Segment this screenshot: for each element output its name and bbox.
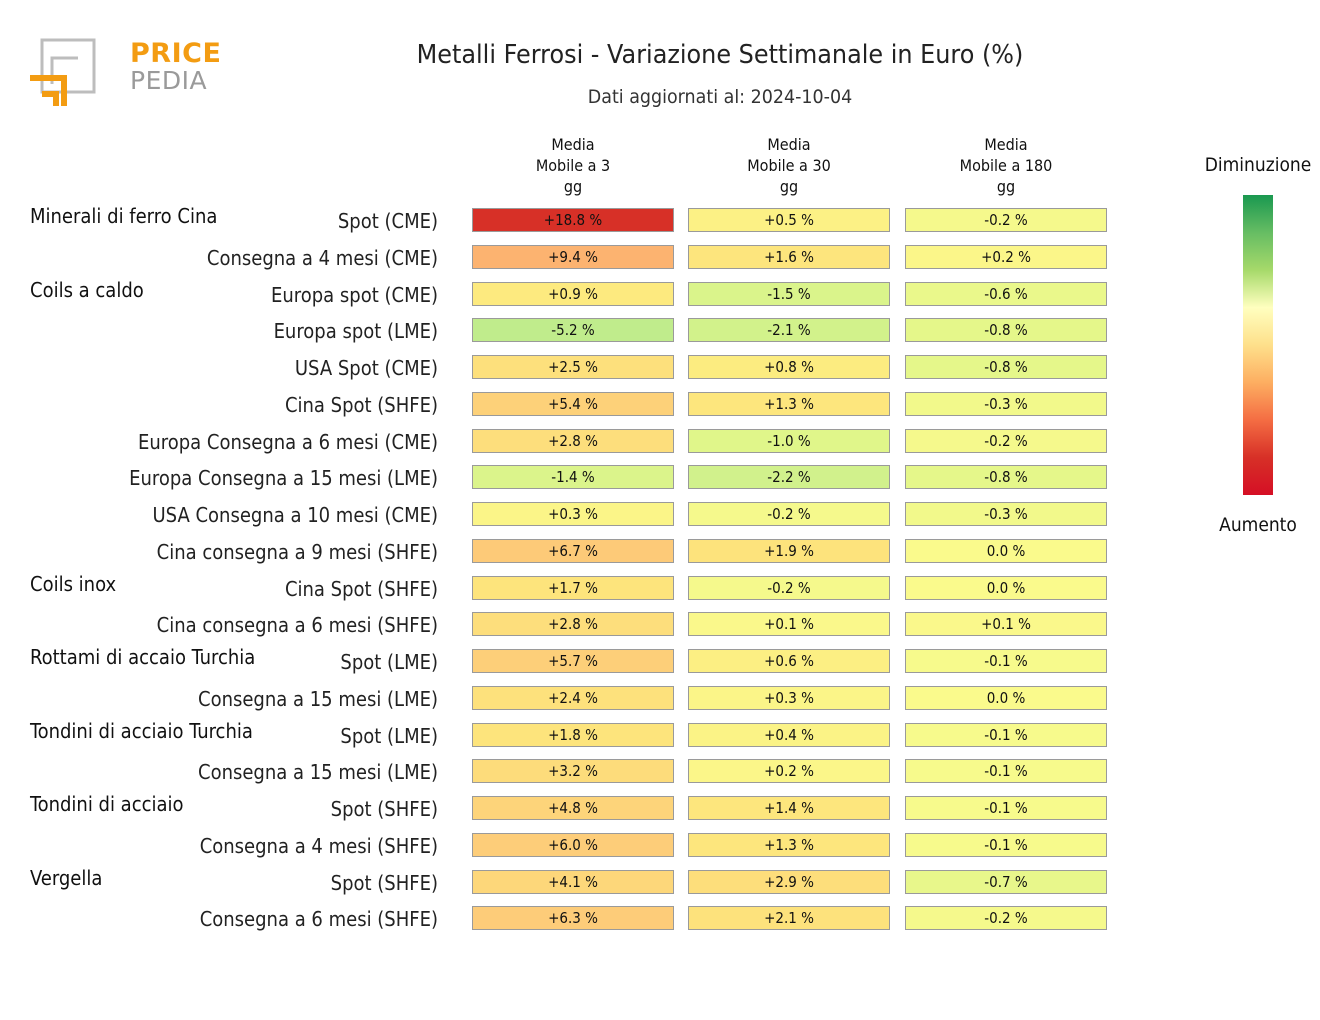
row-label: Consegna a 15 mesi (LME) (198, 686, 438, 711)
group-label: Tondini di acciaio (30, 792, 184, 816)
heatmap-cell: +0.8 % (688, 355, 890, 379)
heatmap-cell: +0.5 % (688, 208, 890, 232)
row-label: Europa Consegna a 6 mesi (CME) (138, 429, 438, 454)
group-label: Vergella (30, 865, 103, 890)
column-header: Media Mobile a 30 gg (747, 135, 831, 196)
heatmap-cell: 0.0 % (905, 538, 1107, 563)
heatmap-cell: +9.4 % (472, 244, 674, 269)
heatmap-cell: -1.0 % (688, 428, 890, 453)
heatmap-cell: +2.8 % (472, 612, 674, 637)
pricepedia-logo: PRICE PEDIA (28, 36, 221, 112)
heatmap-cell: +2.5 % (472, 355, 674, 379)
heatmap-cell: -0.2 % (905, 906, 1107, 931)
heatmap-cell: +6.3 % (472, 906, 674, 931)
heatmap-cell: -0.8 % (905, 465, 1107, 490)
row-label: USA Consegna a 10 mesi (CME) (152, 503, 438, 527)
group-label: Rottami di accaio Turchia (30, 645, 256, 669)
legend-color-scale (1243, 195, 1273, 495)
heatmap-cell: +5.4 % (472, 391, 674, 416)
heatmap-cell: -0.6 % (905, 281, 1107, 306)
heatmap-cell: +0.3 % (472, 502, 674, 526)
logo-mark-icon (30, 38, 96, 106)
heatmap-cell: +1.4 % (688, 796, 890, 820)
heatmap-cell: +0.9 % (472, 281, 674, 306)
group-label: Minerali di ferro Cina (30, 204, 218, 228)
heatmap-cell: -0.1 % (905, 832, 1107, 857)
logo-pedia-text: PEDIA (130, 66, 208, 95)
heatmap-cell: +1.7 % (472, 575, 674, 600)
row-label: Europa spot (CME) (271, 282, 438, 307)
heatmap-cell: +0.4 % (688, 722, 890, 747)
heatmap-cell: 0.0 % (905, 575, 1107, 600)
heatmap-cell: -0.3 % (905, 502, 1107, 526)
heatmap-cell: -0.1 % (905, 759, 1107, 784)
heatmap-cell: -0.3 % (905, 391, 1107, 416)
heatmap-cell: -0.1 % (905, 796, 1107, 820)
legend-top-label: Diminuzione (1204, 154, 1312, 176)
logo-price-text: PRICE (130, 38, 222, 69)
row-label: Europa spot (LME) (273, 319, 438, 344)
heatmap-cell: -0.2 % (688, 575, 890, 600)
heatmap-cell: +2.4 % (472, 685, 674, 710)
group-label: Coils inox (30, 571, 117, 596)
heatmap-cell: -1.4 % (472, 465, 674, 490)
row-label: Consegna a 15 mesi (LME) (198, 760, 438, 785)
heatmap-cell: -0.2 % (688, 502, 890, 526)
heatmap-cell: -5.2 % (472, 318, 674, 343)
heatmap-cell: +2.9 % (688, 869, 890, 894)
heatmap-cell: +4.8 % (472, 796, 674, 820)
row-label: Cina Spot (SHFE) (284, 576, 438, 601)
heatmap-cell: -0.1 % (905, 649, 1107, 673)
chart-title: Metalli Ferrosi - Variazione Settimanale… (416, 40, 1024, 70)
heatmap-cell: +3.2 % (472, 759, 674, 784)
row-label: Spot (LME) (340, 723, 438, 748)
chart-subtitle: Dati aggiornati al: 2024-10-04 (587, 86, 853, 108)
row-label: Cina consegna a 9 mesi (SHFE) (156, 539, 438, 564)
heatmap-cell: -0.2 % (905, 428, 1107, 453)
column-header: Media Mobile a 180 gg (959, 135, 1053, 196)
row-label: Spot (SHFE) (330, 797, 438, 821)
heatmap-cell: -0.8 % (905, 318, 1107, 343)
heatmap-cell: +0.2 % (688, 759, 890, 784)
heatmap-cell: 0.0 % (905, 685, 1107, 710)
row-label: Consegna a 6 mesi (SHFE) (199, 907, 438, 932)
heatmap-cell: +0.6 % (688, 649, 890, 673)
row-label: Cina consegna a 6 mesi (SHFE) (156, 613, 438, 638)
heatmap-cell: +1.3 % (688, 391, 890, 416)
heatmap-cell: +2.1 % (688, 906, 890, 931)
row-label: Cina Spot (SHFE) (284, 392, 438, 417)
heatmap-cell: +1.9 % (688, 538, 890, 563)
row-label: USA Spot (CME) (294, 356, 438, 380)
heatmap-cell: +6.0 % (472, 832, 674, 857)
heatmap-cell: +1.8 % (472, 722, 674, 747)
heatmap-cell: +2.8 % (472, 428, 674, 453)
row-label: Consegna a 4 mesi (SHFE) (199, 833, 438, 858)
row-label: Spot (CME) (337, 209, 438, 233)
heatmap-cell: +6.7 % (472, 538, 674, 563)
row-label: Spot (SHFE) (330, 870, 438, 895)
heatmap-cell: -0.2 % (905, 208, 1107, 232)
group-label: Coils a caldo (30, 277, 144, 302)
heatmap-cell: +4.1 % (472, 869, 674, 894)
heatmap-cell: -2.1 % (688, 318, 890, 343)
heatmap-cell: +0.3 % (688, 685, 890, 710)
legend-bottom-label: Aumento (1219, 514, 1297, 536)
group-label: Tondini di acciaio Turchia (30, 718, 253, 743)
row-label: Consegna a 4 mesi (CME) (206, 245, 438, 270)
heatmap-cell: +1.3 % (688, 832, 890, 857)
heatmap-cell: +0.1 % (905, 612, 1107, 637)
heatmap-cell: -1.5 % (688, 281, 890, 306)
column-header: Media Mobile a 3 gg (535, 135, 611, 196)
row-label: Europa Consegna a 15 mesi (LME) (129, 466, 438, 491)
heatmap-cell: +0.2 % (905, 244, 1107, 269)
heatmap-cell: +0.1 % (688, 612, 890, 637)
row-label: Spot (LME) (340, 650, 438, 674)
heatmap-cell: +1.6 % (688, 244, 890, 269)
heatmap-cell: -0.7 % (905, 869, 1107, 894)
heatmap-cell: -2.2 % (688, 465, 890, 490)
heatmap-cell: +18.8 % (472, 208, 674, 232)
heatmap-cell: -0.1 % (905, 722, 1107, 747)
heatmap-cell: +5.7 % (472, 649, 674, 673)
heatmap-cell: -0.8 % (905, 355, 1107, 379)
